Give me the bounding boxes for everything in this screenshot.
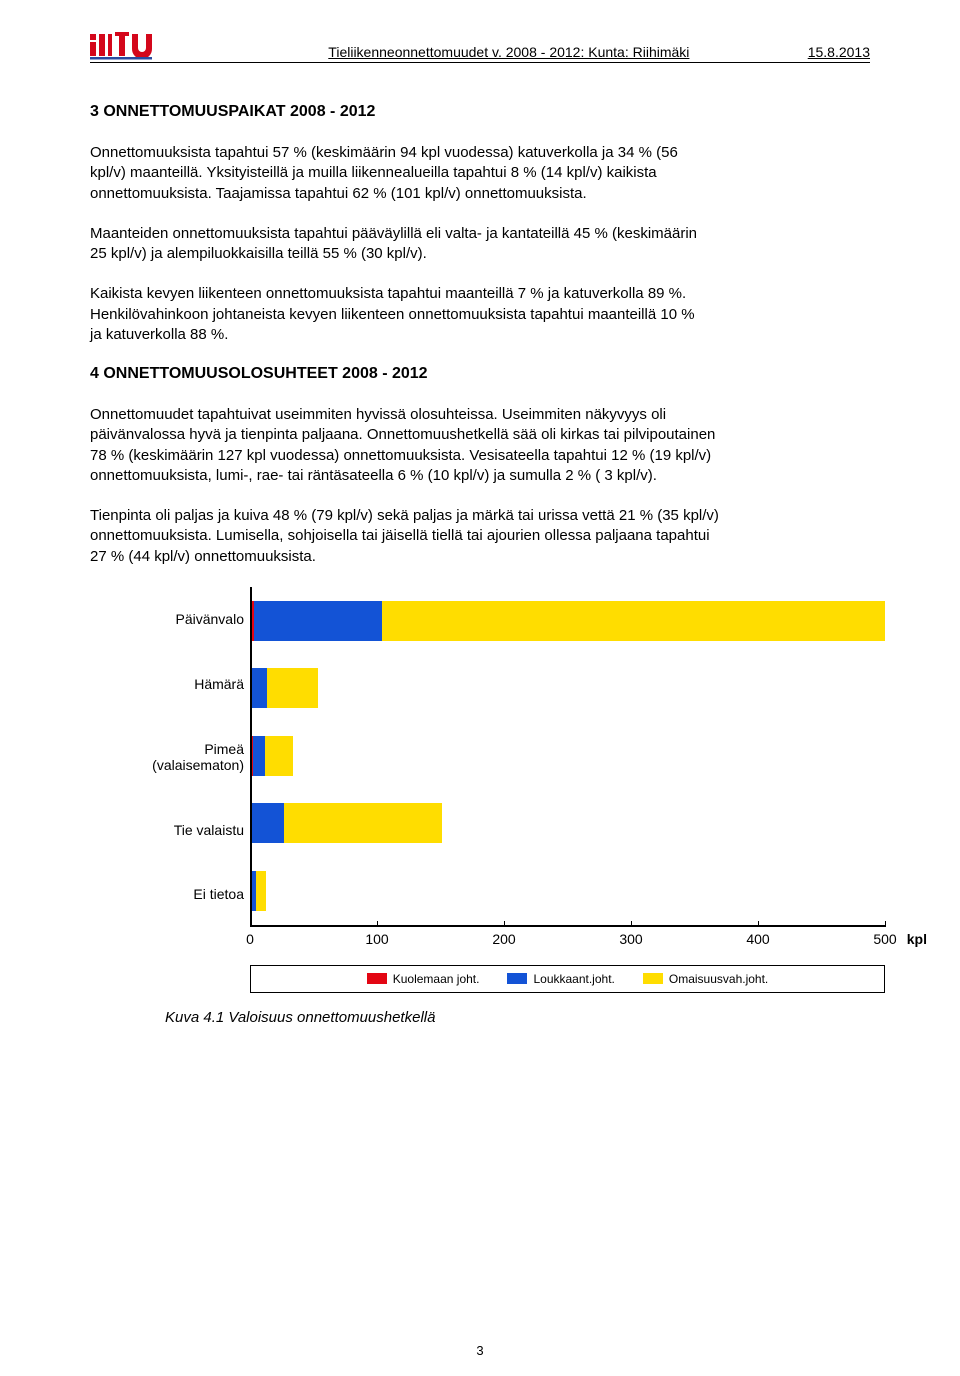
lighting-chart: Päivänvalo Hämärä Pimeä(valaisematon) Tie v… xyxy=(125,587,885,1026)
chart-bar-segment xyxy=(382,601,885,641)
section-3-heading: 3 ONNETTOMUUSPAIKAT 2008 - 2012 xyxy=(90,103,870,121)
chart-bar-row xyxy=(252,587,885,655)
chart-x-tick: 100 xyxy=(365,931,388,947)
litu-logo-icon xyxy=(90,30,170,60)
section-4-p2: Tienpinta oli paljas ja kuiva 48 % (79 k… xyxy=(90,506,730,567)
chart-y-label: Hämärä xyxy=(125,676,244,692)
legend-label: Omaisuusvah.joht. xyxy=(669,972,768,986)
chart-y-labels: Päivänvalo Hämärä Pimeä(valaisematon) Tie v… xyxy=(125,587,250,927)
chart-bar-segment xyxy=(256,871,266,911)
legend-swatch xyxy=(643,973,663,984)
chart-bar-segment xyxy=(252,668,267,708)
chart-x-tick: 0 xyxy=(246,931,254,947)
page-header: Tieliikenneonnettomuudet v. 2008 - 2012:… xyxy=(90,30,870,63)
logo xyxy=(90,30,170,60)
chart-x-tick: 300 xyxy=(619,931,642,947)
chart-x-unit: kpl xyxy=(907,931,927,947)
legend-item: Omaisuusvah.joht. xyxy=(643,972,768,986)
chart-x-tick: 200 xyxy=(492,931,515,947)
legend-item: Kuolemaan joht. xyxy=(367,972,480,986)
chart-y-label: Ei tietoa xyxy=(125,886,244,902)
header-title: Tieliikenneonnettomuudet v. 2008 - 2012:… xyxy=(170,44,808,60)
chart-bar-segment xyxy=(284,803,442,843)
chart-bar-segment xyxy=(253,736,264,776)
section-3-p1: Onnettomuuksista tapahtui 57 % (keskimää… xyxy=(90,143,700,204)
chart-legend: Kuolemaan joht. Loukkaant.joht. Omaisuusva… xyxy=(250,965,885,993)
chart-bar-segment xyxy=(265,736,293,776)
chart-x-tick: 500 xyxy=(873,931,896,947)
chart-bar-segment xyxy=(267,668,318,708)
chart-bar-segment xyxy=(254,601,381,641)
page-number: 3 xyxy=(476,1343,483,1358)
header-date: 15.8.2013 xyxy=(808,44,870,60)
chart-x-tick: 400 xyxy=(746,931,769,947)
legend-label: Loukkaant.joht. xyxy=(533,972,614,986)
legend-item: Loukkaant.joht. xyxy=(507,972,614,986)
chart-bar-row xyxy=(252,790,885,858)
legend-label: Kuolemaan joht. xyxy=(393,972,480,986)
legend-swatch xyxy=(367,973,387,984)
section-4-p1: Onnettomuudet tapahtuivat useimmiten hyv… xyxy=(90,405,730,486)
chart-y-label: Pimeä(valaisematon) xyxy=(125,741,244,773)
section-3-p2: Maanteiden onnettomuuksista tapahtui pää… xyxy=(90,224,700,265)
chart-caption: Kuva 4.1 Valoisuus onnettomuushetkellä xyxy=(165,1009,885,1026)
chart-bar-row xyxy=(252,857,885,925)
chart-bar-segment xyxy=(252,803,284,843)
chart-y-label: Tie valaistu xyxy=(125,822,244,838)
chart-x-axis: kpl 0100200300400500 xyxy=(250,927,885,951)
chart-bar-row xyxy=(252,722,885,790)
chart-y-label: Päivänvalo xyxy=(125,611,244,627)
chart-plot-area xyxy=(250,587,885,927)
section-3-p3: Kaikista kevyen liikenteen onnettomuuksi… xyxy=(90,284,700,345)
legend-swatch xyxy=(507,973,527,984)
section-4-heading: 4 ONNETTOMUUSOLOSUHTEET 2008 - 2012 xyxy=(90,365,870,383)
chart-bar-row xyxy=(252,654,885,722)
